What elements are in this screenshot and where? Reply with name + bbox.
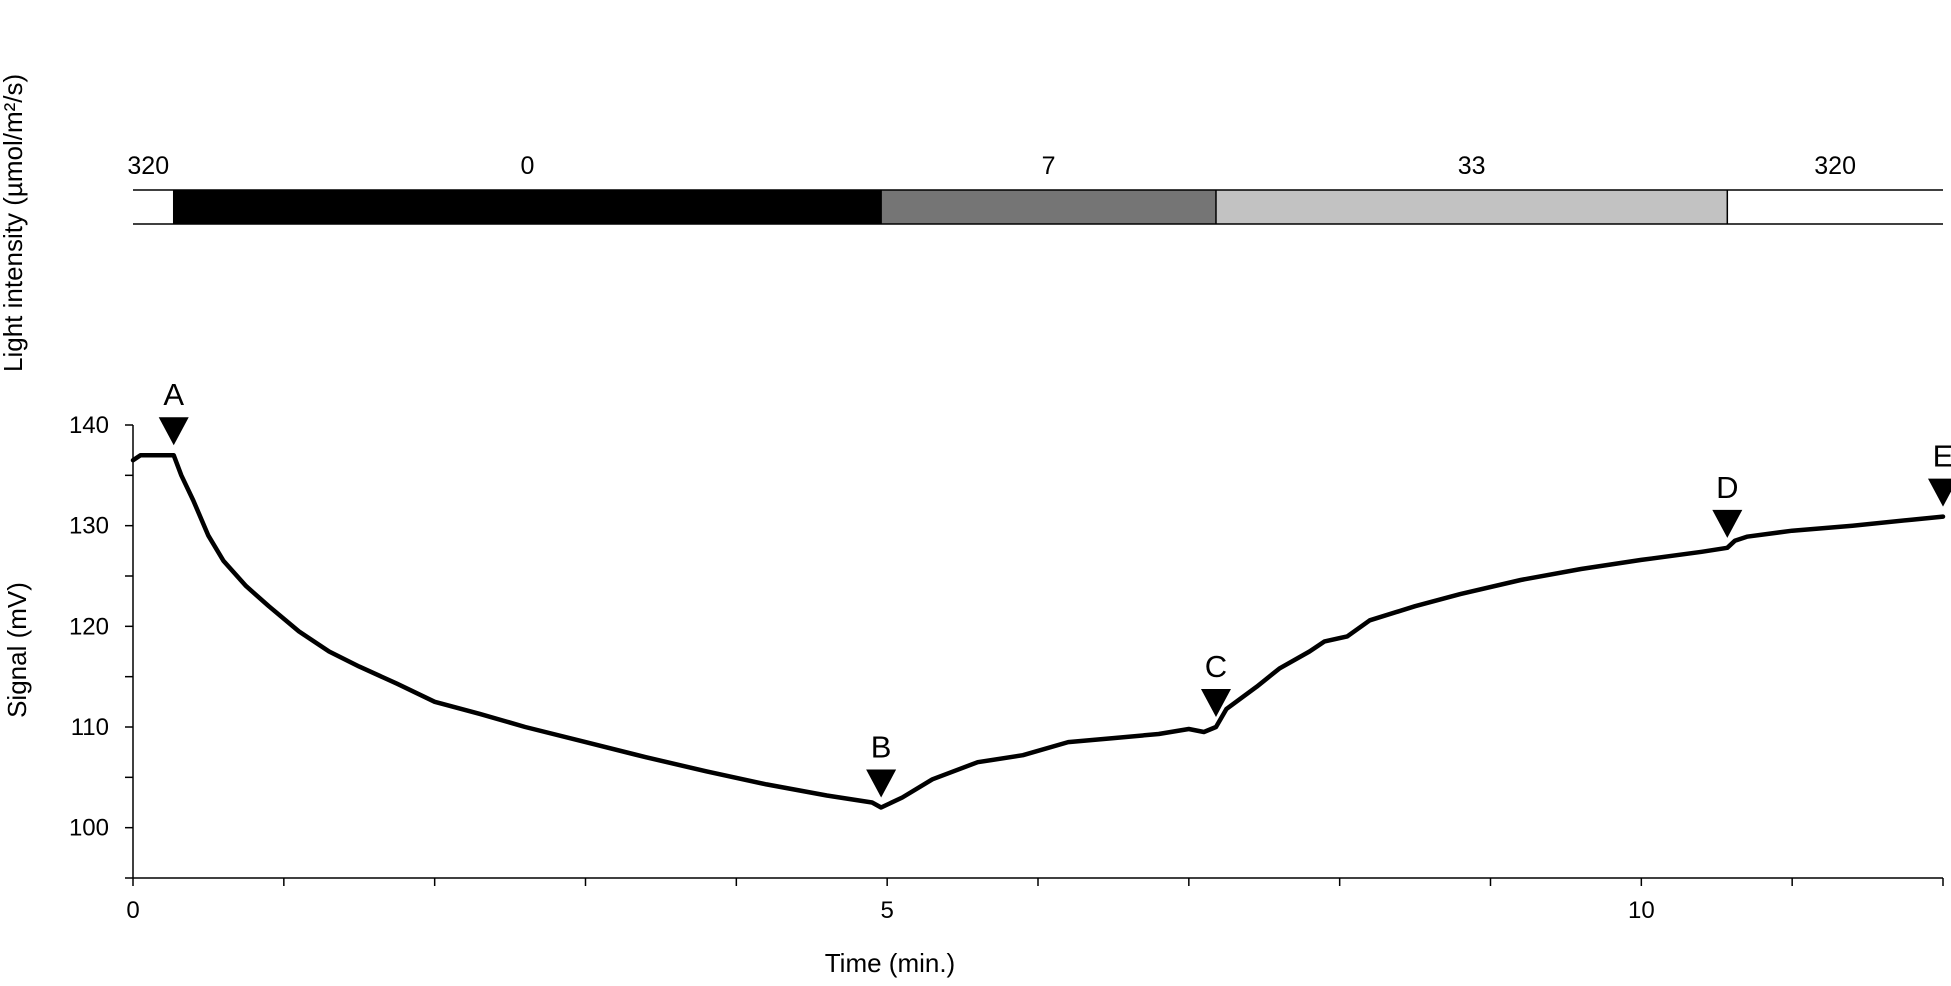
light-segment-label: 7 [1042, 152, 1056, 180]
x-axis-ticks: 0 5 10 [126, 878, 1944, 924]
marker-label: E [1933, 439, 1951, 474]
event-markers: A B C D E [158, 377, 1951, 798]
x-tick-label: 0 [126, 897, 139, 924]
y-tick-label: 140 [69, 412, 109, 439]
marker-triangle [866, 769, 897, 798]
x-tick-label: 10 [1628, 897, 1655, 924]
light-segment-label: 0 [520, 152, 534, 180]
marker-label: D [1716, 470, 1738, 505]
y-axis-title: Signal (mV) [2, 582, 32, 718]
marker-label: B [871, 730, 892, 765]
y-tick-label: 110 [71, 714, 109, 741]
marker-label: C [1205, 649, 1227, 684]
light-segment [133, 190, 174, 224]
marker-triangle [1712, 509, 1743, 538]
marker-triangle [1200, 689, 1231, 717]
x-axis-title: Time (min.) [825, 948, 955, 978]
light-segment [881, 190, 1216, 224]
light-segment-label: 320 [127, 152, 169, 180]
light-segment-label: 320 [1814, 152, 1856, 180]
marker-triangle [158, 417, 189, 446]
y-tick-label: 120 [69, 613, 109, 640]
marker-label: A [163, 377, 184, 412]
light-intensity-axis-title: Light intensity (µmol/m²/s) [0, 74, 28, 372]
y-tick-label: 100 [69, 815, 109, 842]
x-tick-label: 5 [880, 897, 893, 924]
y-tick-label: 130 [69, 513, 109, 540]
light-segment-label: 33 [1458, 152, 1486, 180]
light-segment [1215, 190, 1728, 224]
light-intensity-bar: 320 0 7 33 320 [127, 152, 1943, 225]
plot-axes [132, 425, 1943, 879]
signal-trace-line [130, 452, 1946, 810]
y-axis-ticks: 100 110 120 130 140 [69, 412, 133, 879]
light-segment [173, 190, 882, 224]
light-segment [1727, 190, 1943, 224]
marker-triangle [1928, 478, 1951, 507]
